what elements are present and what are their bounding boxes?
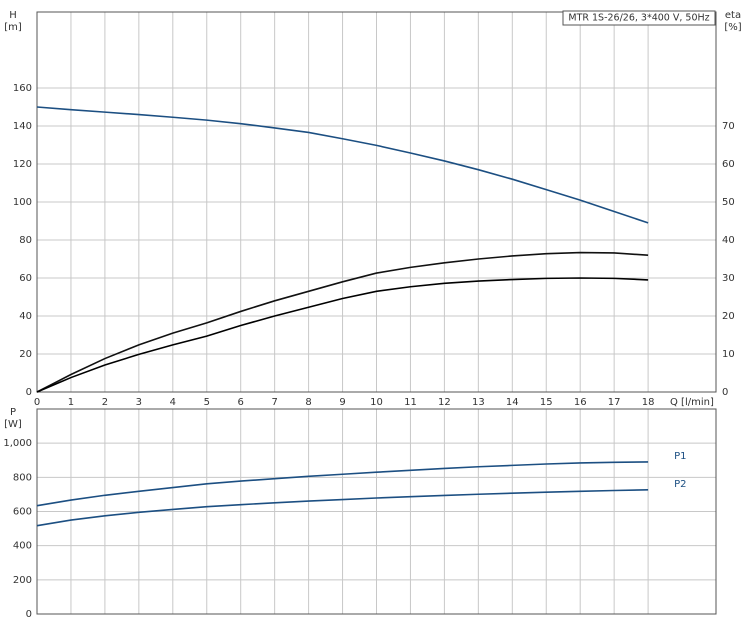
y2-tick-label: 0	[722, 387, 728, 398]
x-tick-label: 6	[238, 397, 244, 408]
y-tick-label: 120	[13, 159, 32, 170]
x-tick-label: 10	[370, 397, 383, 408]
series-line	[36, 251, 649, 393]
y-tick-label: 800	[13, 472, 32, 483]
x-tick-label: 9	[339, 397, 345, 408]
x-tick-label: 15	[540, 397, 553, 408]
x-tick-label: 0	[34, 397, 40, 408]
series-line	[36, 106, 649, 224]
y2-tick-label: 70	[722, 121, 735, 132]
series-line	[36, 489, 649, 527]
plot-frame	[36, 408, 717, 615]
y-tick-label: 200	[13, 575, 32, 586]
x-tick-label: 3	[136, 397, 142, 408]
y-axis-label: P	[10, 407, 16, 418]
chart-title: MTR 1S-26/26, 3*400 V, 50Hz	[568, 13, 709, 24]
y-tick-label: 20	[19, 349, 32, 360]
y2-tick-label: 50	[722, 197, 735, 208]
series-line	[36, 461, 649, 507]
y2-axis-unit: [%]	[724, 22, 741, 33]
y-axis-label: H	[9, 10, 17, 21]
y-tick-label: 160	[13, 83, 32, 94]
y2-axis-label: eta	[725, 10, 741, 21]
y2-tick-label: 40	[722, 235, 735, 246]
x-tick-label: 18	[642, 397, 655, 408]
series-line	[36, 277, 649, 393]
x-tick-label: 12	[438, 397, 451, 408]
y2-tick-label: 30	[722, 273, 735, 284]
y2-tick-label: 10	[722, 349, 735, 360]
x-tick-label: 4	[170, 397, 176, 408]
x-tick-label: 5	[204, 397, 210, 408]
x-axis-label: Q [l/min]	[670, 397, 714, 408]
x-tick-label: 13	[472, 397, 485, 408]
y-tick-label: 0	[26, 609, 32, 620]
y-axis-unit: [m]	[4, 22, 22, 33]
plot-frame	[36, 11, 717, 393]
title-box	[562, 10, 716, 26]
y-axis-unit: [W]	[4, 419, 22, 430]
x-tick-label: 16	[574, 397, 587, 408]
y-tick-label: 140	[13, 121, 32, 132]
y-tick-label: 80	[19, 235, 32, 246]
y-tick-label: 400	[13, 541, 32, 552]
y-tick-label: 0	[26, 387, 32, 398]
x-tick-label: 2	[102, 397, 108, 408]
y-tick-label: 600	[13, 507, 32, 518]
series-label: P2	[674, 479, 686, 490]
x-tick-label: 8	[305, 397, 311, 408]
y-tick-label: 1,000	[3, 438, 32, 449]
y2-tick-label: 20	[722, 311, 735, 322]
y-tick-label: 100	[13, 197, 32, 208]
y2-tick-label: 60	[722, 159, 735, 170]
x-tick-label: 17	[608, 397, 621, 408]
x-tick-label: 7	[271, 397, 277, 408]
x-tick-label: 1	[68, 397, 74, 408]
series-label: P1	[674, 451, 686, 462]
y-tick-label: 40	[19, 311, 32, 322]
x-tick-label: 14	[506, 397, 519, 408]
x-tick-label: 11	[404, 397, 417, 408]
y-tick-label: 60	[19, 273, 32, 284]
